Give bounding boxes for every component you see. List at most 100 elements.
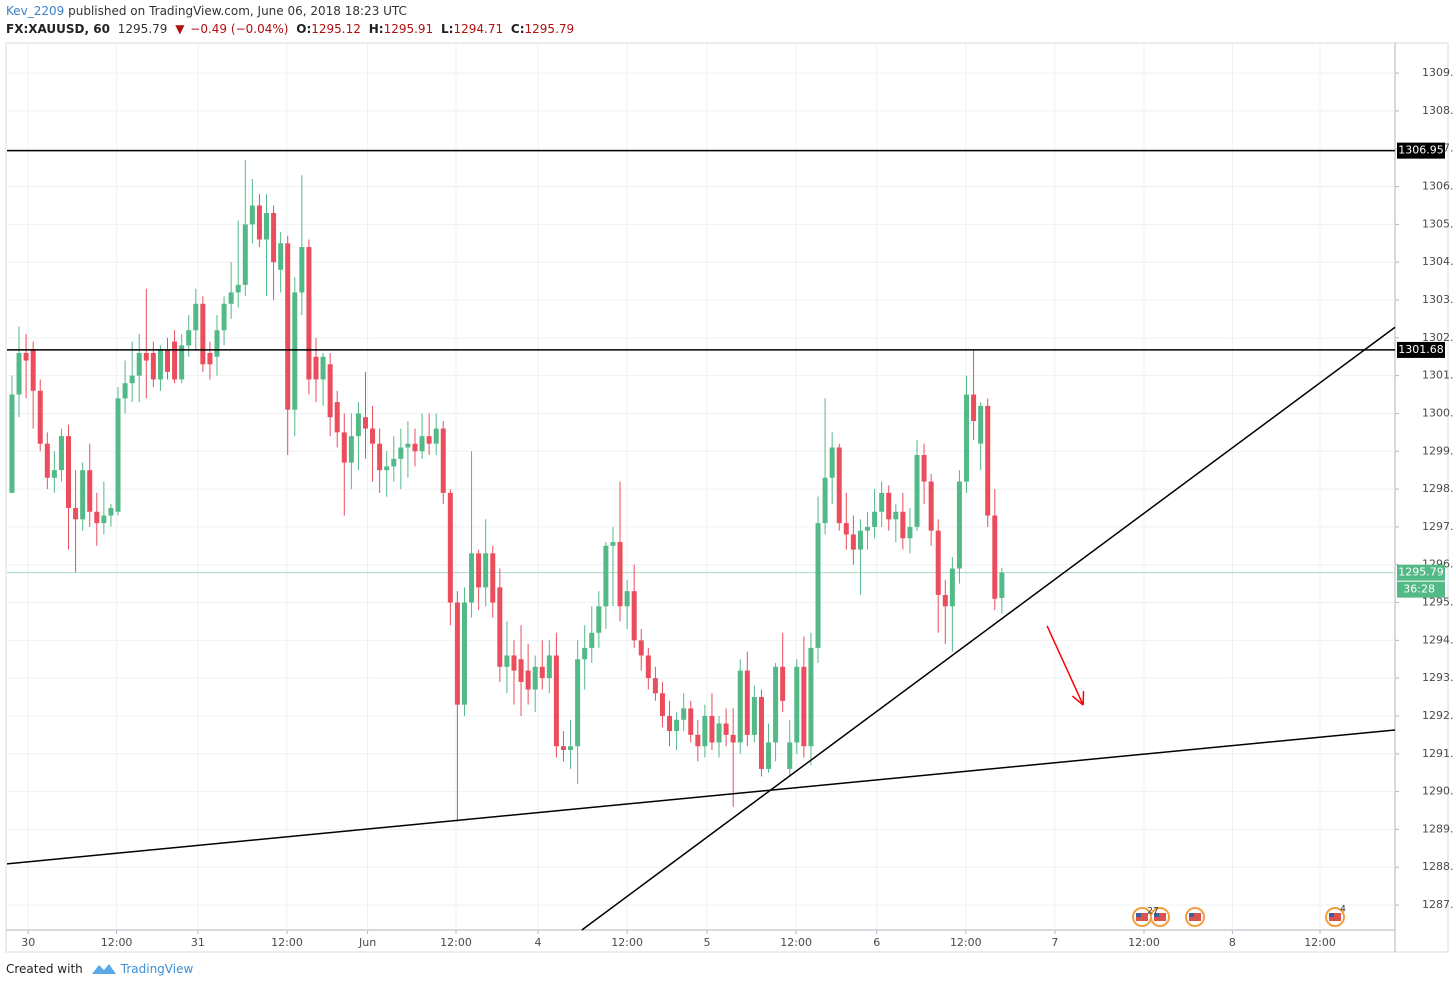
candle-body — [907, 526, 913, 539]
candle-body — [80, 470, 86, 520]
y-tick-label: 1293.00 — [1422, 671, 1454, 684]
y-tick-label: 1304.00 — [1422, 255, 1454, 268]
candle-body — [935, 530, 941, 595]
trend-line — [6, 729, 1396, 865]
candle-body — [320, 356, 326, 380]
candle-body — [143, 352, 149, 361]
x-tick-label: 12:00 — [950, 936, 982, 949]
y-tick-label: 1289.00 — [1422, 822, 1454, 835]
candle-body — [511, 655, 517, 671]
candle-body — [525, 670, 531, 690]
candle-body — [992, 515, 998, 599]
candle-body — [751, 697, 757, 735]
candle-body — [667, 715, 673, 732]
created-with: Created with — [6, 962, 83, 976]
candle-body — [341, 432, 347, 463]
candle-body — [624, 591, 630, 607]
candle-body — [638, 640, 644, 656]
x-tick-label: 7 — [1051, 936, 1058, 949]
candle-body — [822, 477, 828, 524]
candle-body — [179, 345, 185, 380]
candle-body — [631, 591, 637, 641]
low: 1294.71 — [453, 22, 504, 36]
y-tick-label: 1303.00 — [1422, 293, 1454, 306]
candle-body — [865, 526, 871, 531]
c-label: C: — [510, 22, 525, 36]
candle-body — [539, 666, 545, 679]
candle-body — [256, 205, 262, 240]
candle-body — [893, 511, 899, 520]
candle-body — [780, 666, 786, 701]
candle-body — [737, 670, 743, 743]
candle-body — [370, 428, 376, 444]
candle-body — [73, 507, 79, 520]
change-arrow: ▼ — [175, 22, 185, 36]
candle-body — [207, 352, 213, 365]
candle-body — [122, 383, 128, 399]
candle-body — [985, 405, 991, 516]
candle-body — [582, 647, 588, 660]
close: 1295.79 — [524, 22, 575, 36]
x-tick-label: 12:00 — [271, 936, 303, 949]
candle-body — [362, 417, 368, 429]
candle-body — [949, 568, 955, 607]
event-flag — [1136, 913, 1148, 921]
y-tick-label: 1290.00 — [1422, 785, 1454, 798]
event-flag-canton — [1154, 913, 1159, 917]
candle-body — [900, 511, 906, 539]
symbol: FX:XAUUSD, 60 — [6, 22, 110, 36]
candle-body — [829, 447, 835, 478]
candle-body — [914, 455, 920, 527]
candle-body — [695, 734, 701, 747]
candle-body — [766, 742, 772, 769]
author[interactable]: Kev_2209 — [6, 4, 65, 18]
candle-body — [603, 545, 609, 607]
candle-body — [617, 542, 623, 607]
candle-body — [773, 666, 779, 743]
candle-body — [150, 352, 156, 380]
candle-body — [200, 303, 206, 365]
candle-body — [461, 602, 467, 705]
countdown: 36:28 — [1403, 583, 1435, 596]
candle-body — [221, 303, 227, 331]
x-tick-label: 5 — [704, 936, 711, 949]
x-tick-label: 12:00 — [440, 936, 472, 949]
y-tick-label: 1305.00 — [1422, 217, 1454, 230]
candle-body — [956, 481, 962, 569]
arrow-shaft — [1046, 625, 1084, 706]
candle-body — [490, 553, 496, 603]
candle-body — [412, 443, 418, 452]
candle-body — [857, 530, 863, 550]
candle-body — [787, 742, 793, 769]
candle-body — [235, 284, 241, 293]
event-flag-canton — [1136, 913, 1141, 917]
h-label: H: — [368, 22, 384, 36]
x-tick-label: 12:00 — [101, 936, 133, 949]
chart: 1287.00 1288.00 1289.00 1290.00 1291.00 1292.… — [5, 42, 1454, 953]
x-tick-label: 31 — [191, 936, 205, 949]
candle-body — [193, 303, 199, 331]
price-label-box — [1397, 564, 1445, 581]
last-price: 1295.79 — [117, 22, 168, 36]
level-label: 1306.95 — [1398, 144, 1444, 157]
published: published on TradingView.com, June 06, 2… — [68, 4, 407, 18]
candle-body — [560, 746, 566, 751]
x-tick-label: 12:00 — [1304, 936, 1336, 949]
y-tick-label: 1288.00 — [1422, 860, 1454, 873]
x-tick-label: 4 — [535, 936, 542, 949]
candle-body — [51, 470, 57, 478]
candle-body — [978, 405, 984, 444]
trend-line — [581, 326, 1396, 931]
candle-body — [129, 375, 135, 384]
candle-body — [165, 349, 171, 372]
candle-body — [157, 349, 163, 380]
footer: Created with TradingView — [6, 962, 193, 976]
brand[interactable]: TradingView — [120, 962, 194, 976]
candle-body — [532, 666, 538, 690]
y-tick-label: 1298.00 — [1422, 482, 1454, 495]
candle-body — [9, 394, 15, 493]
candle-body — [299, 247, 305, 293]
candle-body — [723, 723, 729, 735]
candle-body — [568, 746, 574, 751]
x-tick-label: 30 — [21, 936, 35, 949]
